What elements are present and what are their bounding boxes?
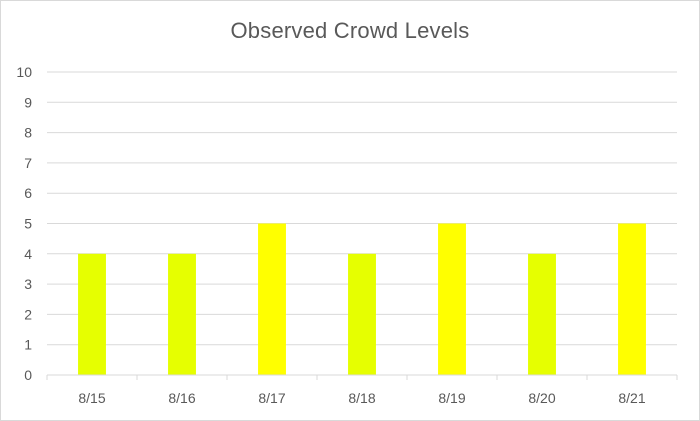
y-tick-label: 4 bbox=[24, 246, 32, 262]
x-tick-label: 8/16 bbox=[168, 390, 195, 406]
chart-title: Observed Crowd Levels bbox=[230, 18, 470, 43]
y-tick-label: 8 bbox=[24, 125, 32, 141]
x-tick-label: 8/21 bbox=[618, 390, 645, 406]
y-tick-label: 9 bbox=[24, 94, 32, 110]
y-tick-label: 2 bbox=[24, 306, 32, 322]
y-tick-label: 3 bbox=[24, 276, 32, 292]
y-tick-label: 7 bbox=[24, 155, 32, 171]
bar bbox=[348, 253, 376, 375]
x-tick-label: 8/15 bbox=[78, 390, 105, 406]
bar bbox=[258, 223, 286, 375]
bar bbox=[438, 223, 466, 375]
x-tick-label: 8/19 bbox=[438, 390, 465, 406]
y-tick-label: 5 bbox=[24, 216, 32, 232]
y-tick-label: 1 bbox=[24, 337, 32, 353]
bar bbox=[168, 253, 196, 375]
bar bbox=[78, 253, 106, 375]
x-tick-label: 8/18 bbox=[348, 390, 375, 406]
y-tick-label: 10 bbox=[16, 64, 32, 80]
bars bbox=[78, 223, 646, 375]
x-tick-label: 8/17 bbox=[258, 390, 285, 406]
x-tick-label: 8/20 bbox=[528, 390, 555, 406]
bar bbox=[618, 223, 646, 375]
y-tick-label: 0 bbox=[24, 367, 32, 383]
axes: 0 1 2 3 4 5 6 7 8 9 10 8/15 8/16 8/17 8/18 8/19 8/20 8/21 bbox=[16, 64, 678, 406]
y-tick-label: 6 bbox=[24, 185, 32, 201]
bar bbox=[528, 253, 556, 375]
